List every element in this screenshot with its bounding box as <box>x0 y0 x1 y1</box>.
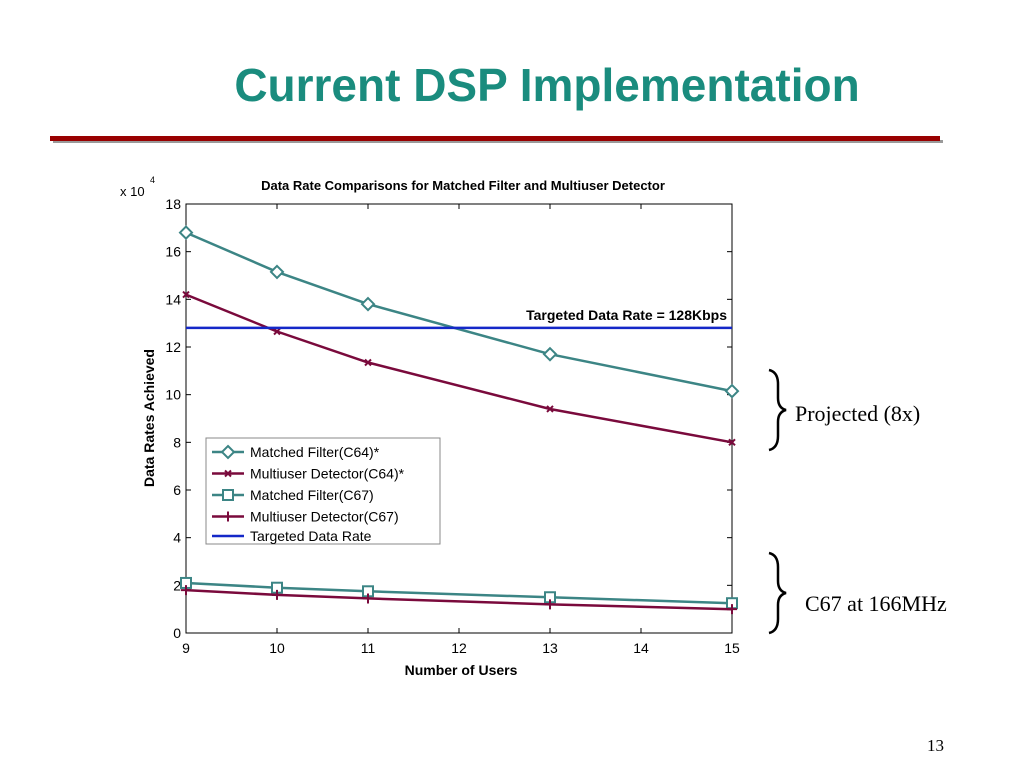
diamond-marker <box>542 346 558 362</box>
data-point-multiuser-detector-c64 <box>364 358 372 367</box>
plus-marker <box>223 511 233 522</box>
data-point-matched-filter-c64 <box>360 296 376 312</box>
brace-label-c67: C67 at 166MHz <box>805 591 947 616</box>
data-point-multiuser-detector-c64 <box>728 438 736 447</box>
legend-box <box>205 437 441 545</box>
x-tick-label: 13 <box>542 640 558 656</box>
x-marker <box>273 327 281 336</box>
x-marker <box>546 405 554 413</box>
y-tick-label: 16 <box>165 244 181 260</box>
y-tick-label: 6 <box>173 482 181 498</box>
data-point-multiuser-detector-c67 <box>727 604 737 615</box>
y-tick-label: 14 <box>165 291 181 307</box>
data-point-multiuser-detector-c67 <box>272 589 282 600</box>
x-axis-label: Number of Users <box>405 662 518 678</box>
x-tick-label: 9 <box>182 640 190 656</box>
plus-marker <box>727 604 737 615</box>
page-number: 13 <box>927 736 944 755</box>
plus-marker <box>272 589 282 600</box>
brace-label-projected: Projected (8x) <box>795 401 921 426</box>
y-tick-label: 4 <box>173 530 181 546</box>
square-marker <box>222 489 234 501</box>
diamond-marker <box>724 383 740 399</box>
data-point-multiuser-detector-c67 <box>363 593 373 604</box>
data-point-matched-filter-c64 <box>178 225 194 241</box>
x-tick-label: 14 <box>633 640 649 656</box>
y-tick-label: 8 <box>173 434 181 450</box>
data-point-multiuser-detector-c64 <box>182 290 190 299</box>
y-tick-label: 2 <box>173 577 181 593</box>
y-axis-label: Data Rates Achieved <box>141 349 157 487</box>
data-point-matched-filter-c64 <box>269 264 285 280</box>
data-point-multiuser-detector-c67 <box>545 599 555 610</box>
brace-upper <box>768 368 787 452</box>
data-point-matched-filter-c64 <box>542 346 558 362</box>
legend-marker-matched-filter-c67 <box>222 489 234 501</box>
y-tick-label: 18 <box>165 196 181 212</box>
title-divider <box>50 136 944 143</box>
brace-lower <box>768 551 787 635</box>
x-tick-label: 12 <box>451 640 467 656</box>
slide-title: Current DSP Implementation <box>234 59 860 111</box>
plus-marker <box>363 593 373 604</box>
annotation-targeted: Targeted Data Rate = 128Kbps <box>526 307 727 323</box>
diamond-marker <box>178 225 194 241</box>
legend: Matched Filter(C64)* Multiuser Detector(C… <box>205 437 441 545</box>
x-marker <box>182 290 190 299</box>
diamond-marker <box>220 444 236 460</box>
chart-title: Data Rate Comparisons for Matched Filter… <box>261 178 665 193</box>
y-tick-label: 10 <box>165 387 181 403</box>
y-tick-label: 12 <box>165 339 181 355</box>
legend-label-matched-filter-c67: Matched Filter(C67) <box>250 487 374 503</box>
plus-marker <box>181 585 191 596</box>
legend-marker-matched-filter-c64 <box>220 444 236 460</box>
y-exponent: 4 <box>150 175 155 185</box>
legend-marker-multiuser-detector-c64 <box>224 469 232 478</box>
y-tick-label: 0 <box>173 625 181 641</box>
legend-marker-multiuser-detector-c67 <box>223 511 233 522</box>
legend-label-targeted-data-rate: Targeted Data Rate <box>250 528 372 544</box>
diamond-marker <box>360 296 376 312</box>
y-multiplier: x 10 <box>120 184 145 199</box>
data-point-matched-filter-c64 <box>724 383 740 399</box>
data-point-multiuser-detector-c64 <box>546 405 554 413</box>
x-marker <box>364 358 372 367</box>
diamond-marker <box>269 264 285 280</box>
x-tick-label: 10 <box>269 640 285 656</box>
x-marker <box>224 469 232 478</box>
legend-label-matched-filter-c64: Matched Filter(C64)* <box>250 444 380 460</box>
legend-label-multiuser-detector-c64: Multiuser Detector(C64)* <box>250 466 405 482</box>
plus-marker <box>545 599 555 610</box>
x-tick-label: 11 <box>361 640 376 656</box>
legend-label-multiuser-detector-c67: Multiuser Detector(C67) <box>250 509 399 525</box>
x-marker <box>728 438 736 447</box>
data-point-multiuser-detector-c67 <box>181 585 191 596</box>
data-point-multiuser-detector-c64 <box>273 327 281 336</box>
x-tick-label: 15 <box>724 640 740 656</box>
